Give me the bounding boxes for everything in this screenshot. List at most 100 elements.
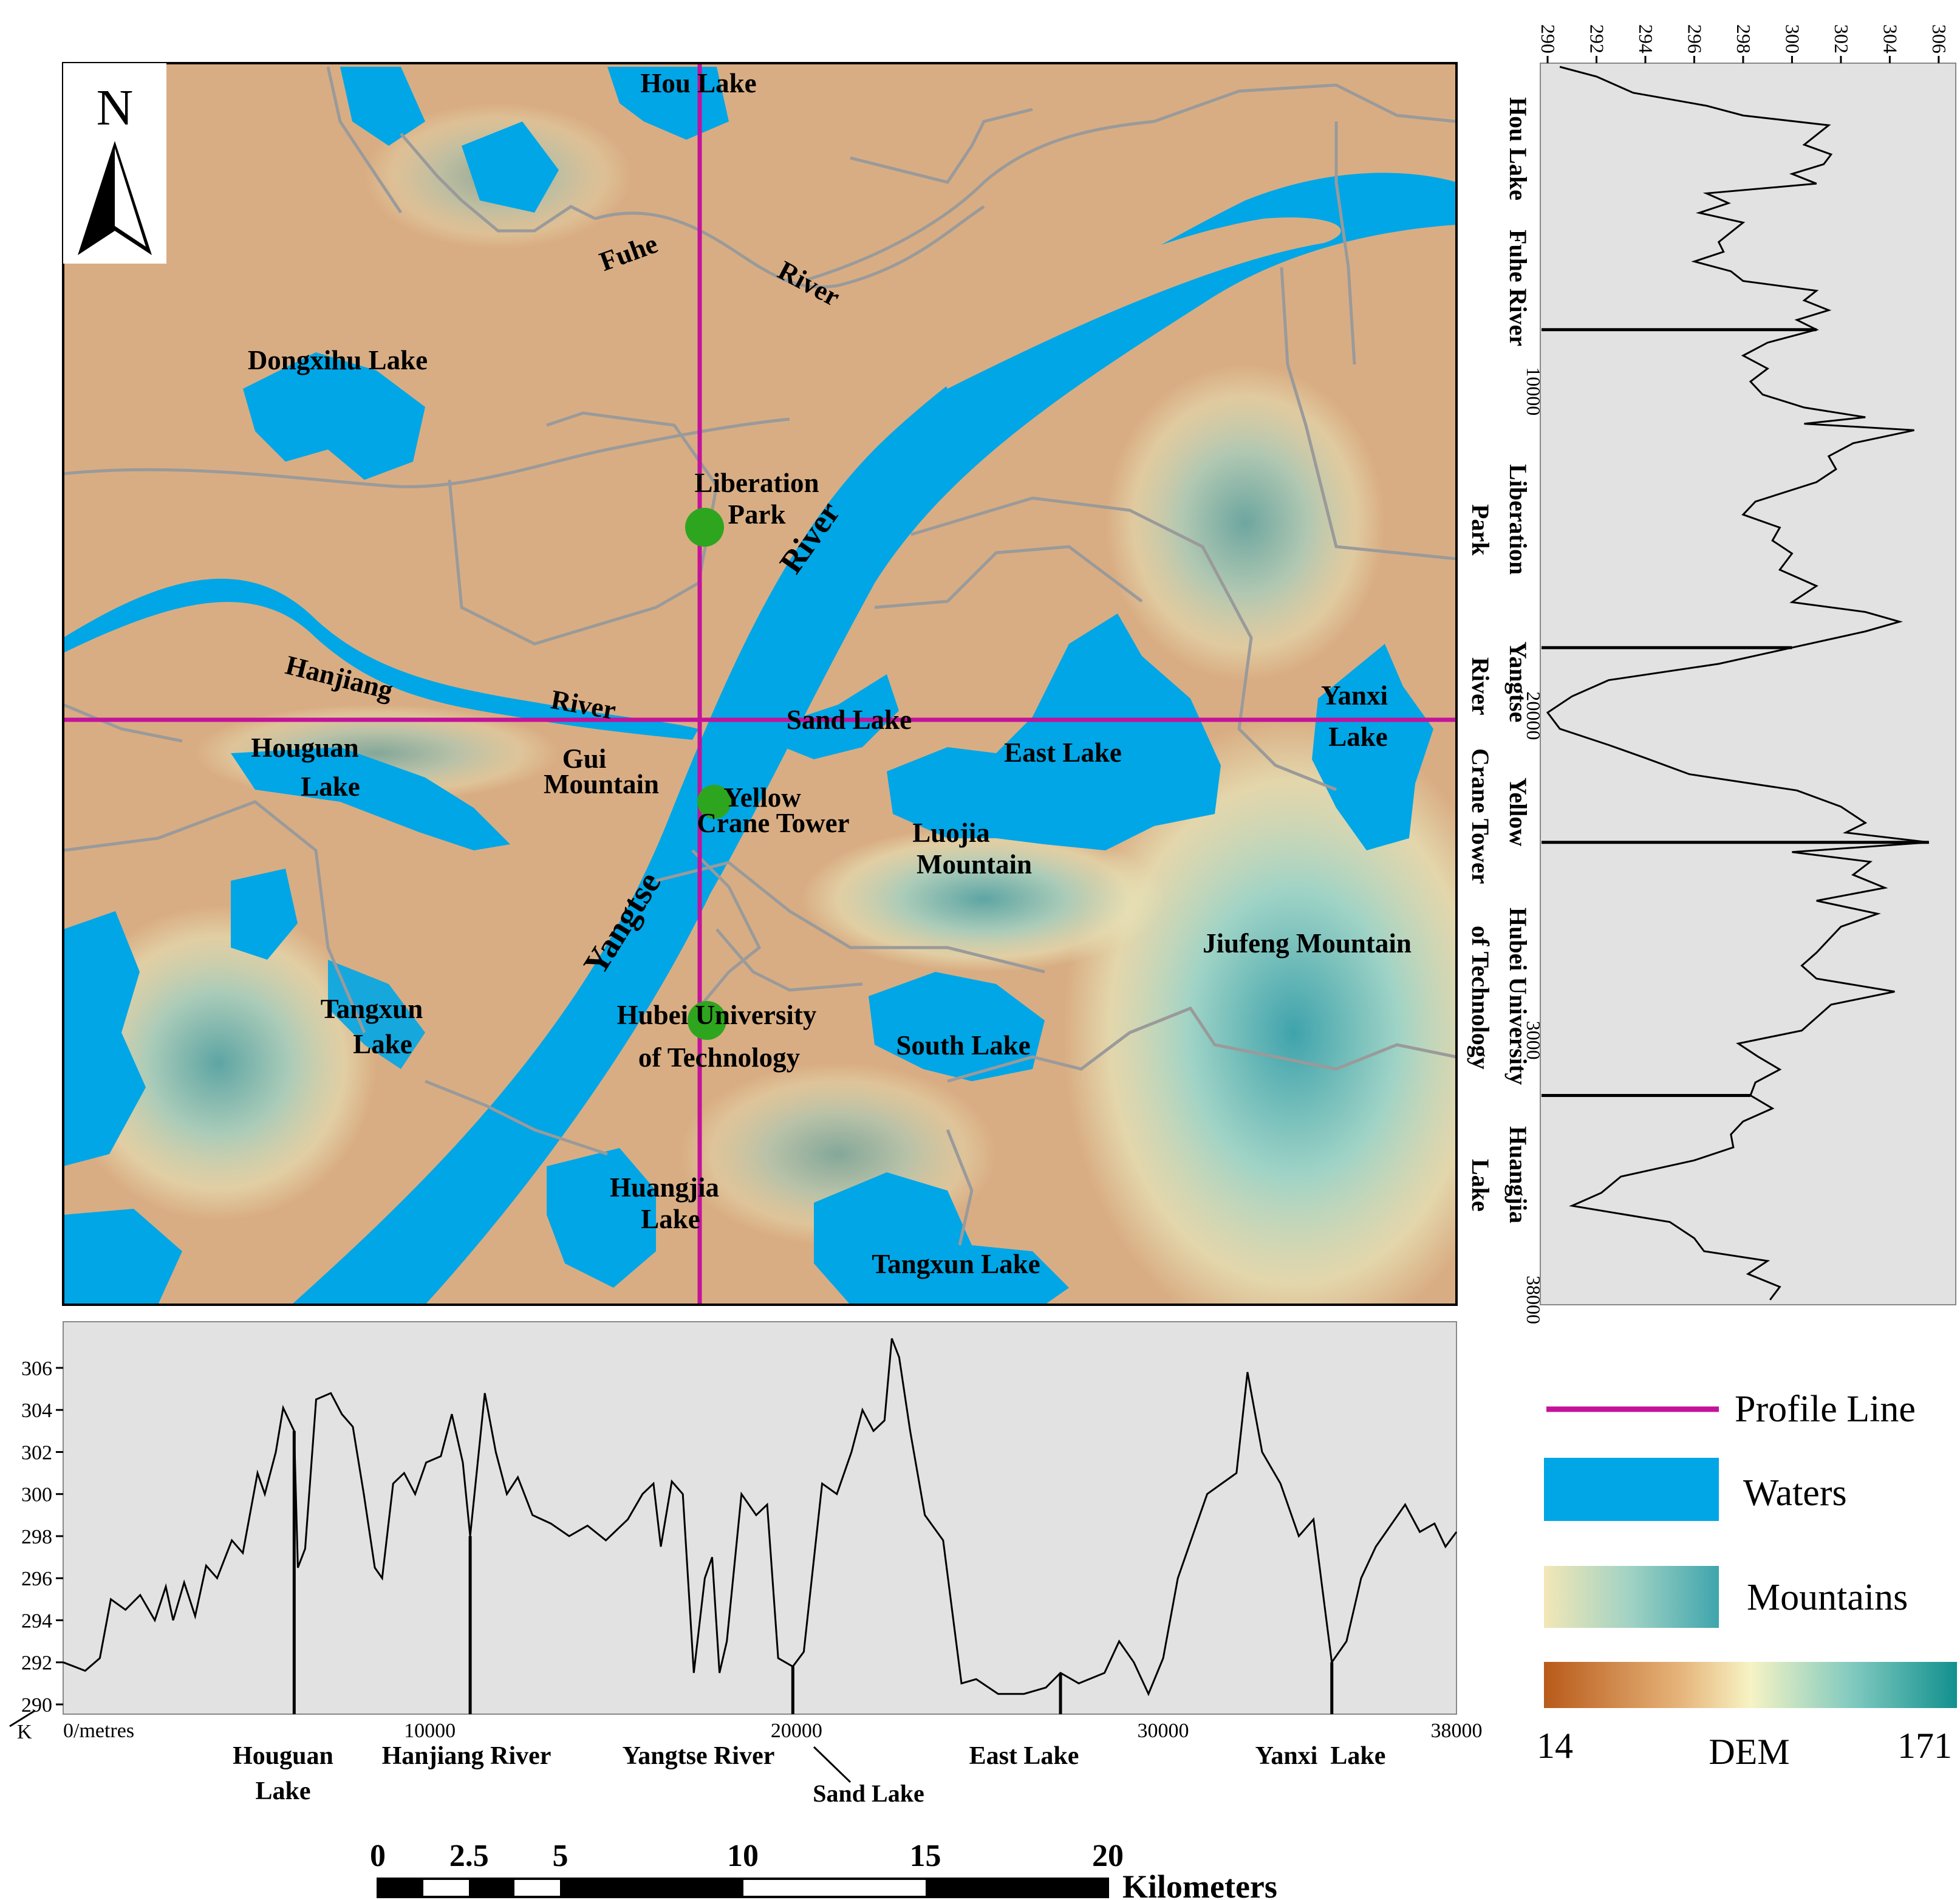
dongxihu-lake-water xyxy=(243,352,425,480)
label-yanxi: Yanxi xyxy=(1321,680,1388,711)
north-lake-water xyxy=(340,67,425,146)
yangtze-sandbar xyxy=(935,217,1341,389)
rfeature-river: River xyxy=(1467,657,1494,716)
legend-dem-colorbar xyxy=(1544,1662,1957,1708)
legend-dem-min: 14 xyxy=(1537,1726,1573,1766)
y-tick-label: 304 xyxy=(21,1399,52,1422)
label-east-lake: East Lake xyxy=(1004,737,1122,768)
mountain-zone-northeast xyxy=(1105,364,1385,680)
label-luojia: Luojia xyxy=(912,818,990,848)
label-luojia-mountain: Mountain xyxy=(917,849,1032,880)
scale-tick-label: 15 xyxy=(910,1839,941,1873)
east-lake-water xyxy=(887,613,1221,850)
distance-tick-label: 10000 xyxy=(1523,367,1545,415)
legend-waters-label: Waters xyxy=(1743,1472,1847,1514)
label-gui-mountain: Mountain xyxy=(544,769,659,799)
elev-tick-label: 296 xyxy=(1684,24,1706,53)
y-tick-label: 292 xyxy=(21,1652,52,1675)
y-tick-label: 306 xyxy=(21,1358,52,1380)
elev-tick-label: 294 xyxy=(1635,24,1657,53)
hanjiang-river-water xyxy=(63,578,698,740)
distance-tick-label: 3000 xyxy=(1523,1021,1545,1060)
y-tick-label: 298 xyxy=(21,1526,52,1548)
distance-tick-label: 38000 xyxy=(1523,1276,1545,1324)
rfeature-of-technology: of Technology xyxy=(1467,926,1494,1070)
rfeature-crane-tower: Crane Tower xyxy=(1467,748,1494,884)
label-of-technology: of Technology xyxy=(638,1042,801,1073)
x-tick-label: 0/metres xyxy=(63,1720,134,1742)
huangjia-lake-water xyxy=(547,1148,656,1288)
scale-tick-label: 0 xyxy=(370,1839,386,1873)
label-jiufeng-mountain: Jiufeng Mountain xyxy=(1203,928,1412,959)
legend: Profile Line Waters Mountains 14 DEM 171 xyxy=(1537,1389,1957,1772)
marker-yellow-crane-tower xyxy=(697,785,731,819)
label-huangjia: Huangjia xyxy=(610,1172,719,1203)
profile-bottom-feature-markers xyxy=(292,1430,1334,1714)
yangtze-river-water xyxy=(292,173,1456,1305)
scale-tick-label: 5 xyxy=(553,1839,569,1873)
marker-hubei-university xyxy=(688,1001,726,1040)
distance-tick-label: 20000 xyxy=(1523,691,1545,740)
mountain-zone-luojia xyxy=(802,826,1166,972)
y-tick-label: 290 xyxy=(21,1694,52,1717)
label-dongxihu-lake: Dongxihu Lake xyxy=(248,345,428,375)
elev-tick-label: 300 xyxy=(1781,24,1803,53)
y-tick-label: 300 xyxy=(21,1484,52,1506)
elev-tick-label: 290 xyxy=(1537,24,1559,53)
profile-right: 290 292 294 296 298 300 302 304 306 10000 20000 30… xyxy=(1467,24,1956,1324)
elev-tick-label: 306 xyxy=(1928,24,1950,53)
tangxun-west-water xyxy=(63,911,146,1166)
mountain-zone-southwest xyxy=(63,905,377,1221)
north-label: N xyxy=(97,80,134,136)
label-gui: Gui xyxy=(562,743,607,774)
label-houguan-lake: Lake xyxy=(301,771,360,802)
map-panel: N Hou Lake Fuhe River Dongxihu Lake Libe… xyxy=(62,62,1458,1306)
profile-right-elevation-line xyxy=(1546,66,1929,1300)
profile-right-plot xyxy=(1540,63,1956,1305)
tangxun-small-water xyxy=(231,869,298,960)
profile-bottom-feature-labels: Houguan Lake Hanjiang River Yangtse Rive… xyxy=(233,1742,1385,1807)
elev-tick-label: 292 xyxy=(1586,24,1608,53)
profile-bottom-plot xyxy=(63,1321,1457,1715)
elev-tick-label: 302 xyxy=(1831,24,1852,53)
x-tick-label: 30000 xyxy=(1138,1720,1189,1742)
feature-hanjiang-river: Hanjiang River xyxy=(382,1742,551,1770)
profile-lines xyxy=(63,63,1456,1305)
legend-dem-label: DEM xyxy=(1709,1732,1789,1772)
x-tick-label: 10000 xyxy=(404,1720,456,1742)
rfeature-hubei-university: Hubei University xyxy=(1504,907,1532,1085)
y-tick-label: 296 xyxy=(21,1568,52,1590)
profile-right-y-axis: 290 292 294 296 298 300 302 304 306 xyxy=(1537,24,1950,63)
label-yellow: Yellow xyxy=(723,782,801,813)
scale-tick-label: 20 xyxy=(1092,1839,1124,1873)
profile-bottom-corner-label: K xyxy=(17,1721,32,1743)
profile-bottom-x-axis: 0/metres 10000 20000 30000 38000 xyxy=(63,1720,1483,1742)
north-arrow: N xyxy=(63,63,166,264)
label-huangjia-lake: Lake xyxy=(641,1204,700,1234)
feature-sand-lake: Sand Lake xyxy=(813,1780,924,1807)
legend-dem-max: 171 xyxy=(1897,1726,1952,1766)
marker-liberation-park xyxy=(685,508,724,547)
x-tick-label: 38000 xyxy=(1431,1720,1483,1742)
southwest-lake-water xyxy=(63,1209,182,1305)
map-frame xyxy=(62,62,1458,1306)
feature-houguan-lake: Lake xyxy=(255,1777,310,1805)
label-yanxi-lake: Lake xyxy=(1328,722,1388,752)
legend-mountains-label: Mountains xyxy=(1747,1577,1908,1618)
feature-yangtse-river: Yangtse River xyxy=(623,1742,775,1770)
scale-bar: 0 2.5 5 10 15 20 Kilometers xyxy=(370,1839,1277,1900)
label-hubei-university: Hubei University xyxy=(617,1000,817,1030)
rfeature-huangjia: Huangjia xyxy=(1504,1126,1532,1223)
label-houguan: Houguan xyxy=(251,733,359,763)
label-tangxun-south: Tangxun Lake xyxy=(872,1249,1040,1279)
scale-tick-label: 2.5 xyxy=(449,1839,489,1873)
rfeature-fuhe-river: Fuhe River xyxy=(1504,230,1532,346)
label-tangxun-west-lake: Lake xyxy=(353,1029,412,1059)
north-lake-water-2 xyxy=(462,121,559,213)
rfeature-huangjia-lake: Lake xyxy=(1467,1159,1494,1212)
tangxun-lake-west-2 xyxy=(328,960,425,1069)
legend-mountains-swatch xyxy=(1544,1566,1719,1628)
legend-profile-line-label: Profile Line xyxy=(1735,1389,1916,1430)
south-lake-water xyxy=(869,972,1045,1081)
sand-lake-water xyxy=(784,674,899,759)
